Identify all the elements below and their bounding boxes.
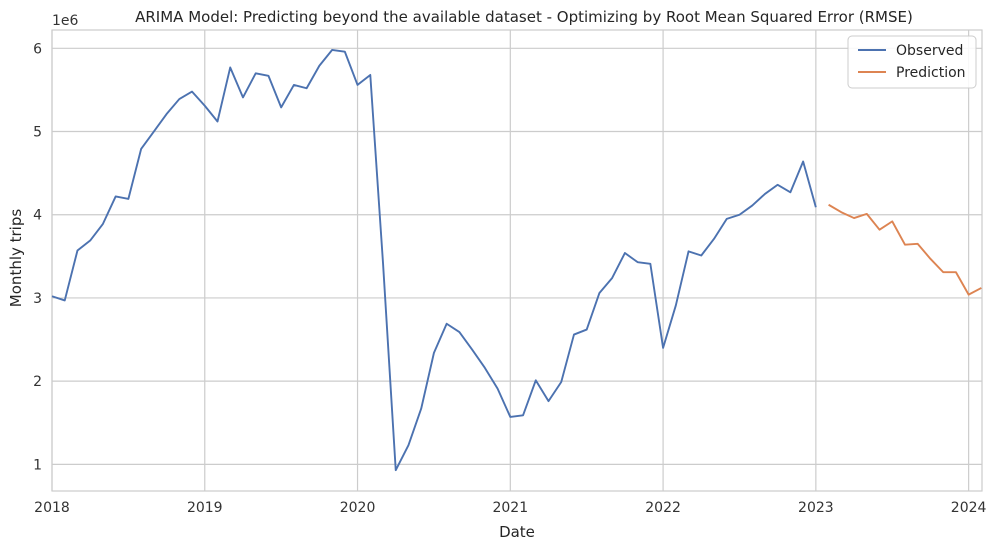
y-tick-label: 2 [33, 374, 42, 390]
y-scale-note: 1e6 [52, 13, 79, 29]
x-tick-label: 2023 [798, 500, 834, 516]
x-tick-label: 2022 [645, 500, 681, 516]
y-tick-label: 5 [33, 125, 42, 141]
series-lines [51, 49, 982, 472]
chart-title: ARIMA Model: Predicting beyond the avail… [135, 8, 913, 26]
y-tick-label: 1 [33, 457, 42, 473]
x-tick-labels: 2018 2019 2020 2021 2022 2023 2024 [34, 500, 986, 516]
x-tick-label: 2018 [34, 500, 70, 516]
observed-line [51, 49, 817, 472]
y-tick-labels: 1 2 3 4 5 6 [33, 41, 42, 473]
grid [51, 30, 982, 491]
y-axis-label: Monthly trips [7, 209, 25, 308]
y-tick-label: 3 [33, 291, 42, 307]
legend-label-prediction: Prediction [896, 65, 966, 81]
legend-label-observed: Observed [896, 43, 963, 59]
y-tick-label: 6 [33, 41, 42, 57]
y-tick-label: 4 [33, 208, 42, 224]
plot-frame [51, 29, 983, 492]
x-tick-label: 2021 [492, 500, 528, 516]
x-tick-label: 2020 [340, 500, 376, 516]
plot-border [51, 29, 983, 492]
legend-box [847, 35, 977, 89]
x-tick-label: 2019 [187, 500, 223, 516]
legend: Observed Prediction [847, 35, 977, 89]
x-tick-label: 2024 [951, 500, 987, 516]
x-axis-label: Date [499, 523, 535, 541]
prediction-line [828, 203, 982, 296]
